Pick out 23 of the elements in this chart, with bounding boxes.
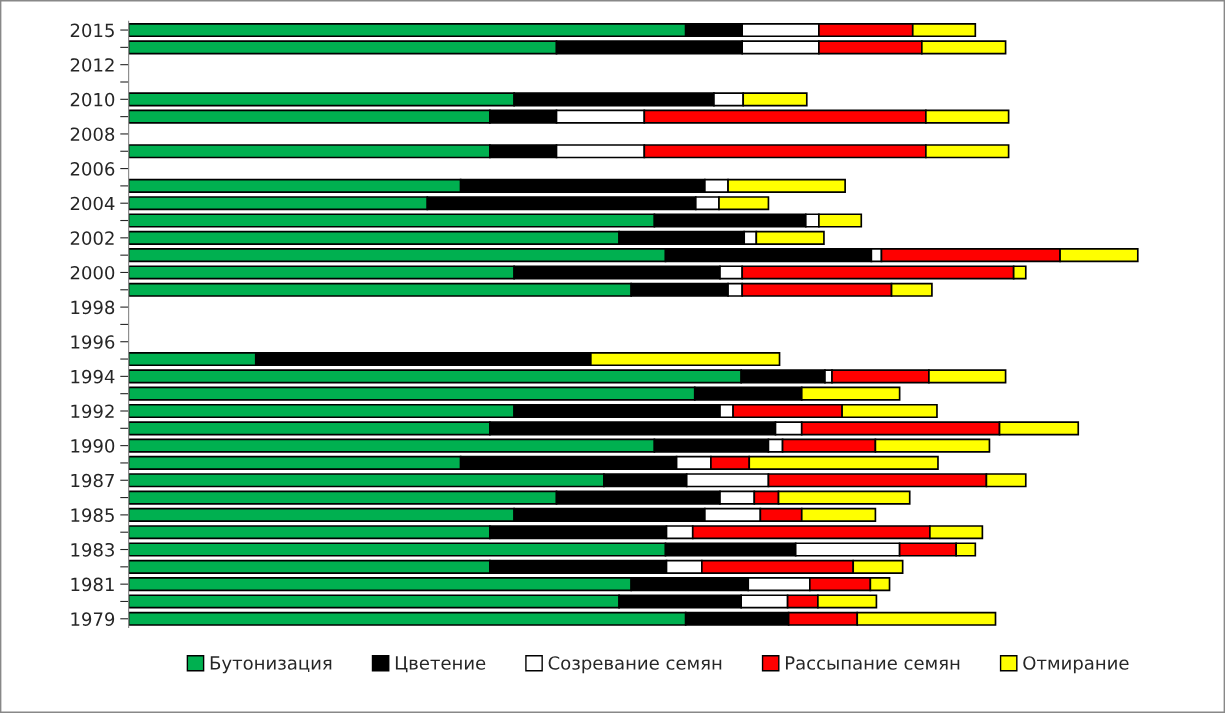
y-tick-label: 1981 bbox=[71, 577, 114, 592]
y-tick-label: 2010 bbox=[70, 92, 115, 107]
legend-label: Бутонизация bbox=[210, 656, 332, 674]
y-tick-label: 2008 bbox=[70, 127, 115, 142]
legend-label: Рассыпание семян bbox=[785, 656, 960, 670]
y-tick-label: 1996 bbox=[71, 335, 115, 349]
legend-label: Отмирание bbox=[1023, 656, 1129, 674]
y-tick-label: 1998 bbox=[71, 300, 115, 315]
legend-label: Цветение bbox=[395, 656, 486, 673]
y-tick-label: 1987 bbox=[71, 473, 114, 488]
legend-label: Созревание семян bbox=[548, 656, 722, 674]
y-tick-label: 2012 bbox=[70, 58, 114, 72]
y-tick-label: 2006 bbox=[70, 162, 115, 176]
y-tick-label: 1983 bbox=[71, 542, 114, 557]
y-tick-label: 1992 bbox=[71, 404, 114, 419]
y-tick-label: 2004 bbox=[70, 196, 115, 211]
y-tick-label: 1985 bbox=[71, 508, 114, 522]
y-tick-label: 1990 bbox=[71, 439, 115, 453]
y-tick-label: 1994 bbox=[71, 369, 115, 384]
y-tick-label: 1979 bbox=[71, 612, 115, 626]
y-tick-label: 2015 bbox=[70, 23, 114, 38]
y-tick-label: 2000 bbox=[70, 265, 115, 280]
y-tick-label: 2002 bbox=[70, 231, 114, 245]
